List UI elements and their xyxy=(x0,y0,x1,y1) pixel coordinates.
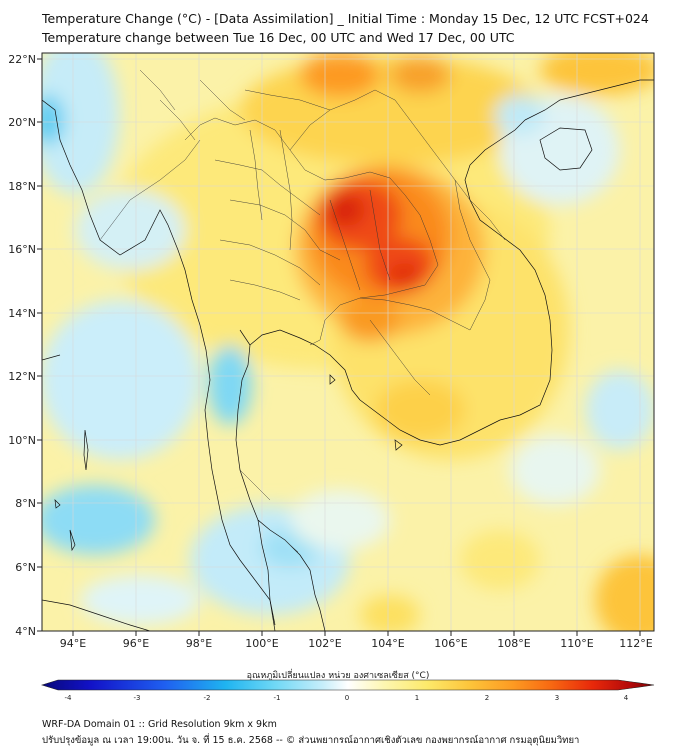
colorbar-ramp xyxy=(40,679,655,691)
lon-tick-label: 108°E xyxy=(497,637,530,650)
footer-update-info: ปรับปรุงข้อมูล ณ เวลา 19:00น. วัน จ. ที่… xyxy=(42,735,580,746)
colorbar-tick-label: 1 xyxy=(415,694,419,702)
temperature-change-map: 94°E 96°E 98°E 100°E 102°E 104°E 106°E 1… xyxy=(8,52,655,650)
lat-tick-label: 6°N xyxy=(15,561,36,574)
lon-tick-label: 98°E xyxy=(186,637,212,650)
colorbar-tick-label: 4 xyxy=(624,694,629,702)
y-ticks xyxy=(37,58,42,632)
colorbar-tick-label: -1 xyxy=(274,694,281,702)
temperature-shading xyxy=(42,53,654,631)
x-ticks xyxy=(72,631,641,636)
lat-tick-label: 12°N xyxy=(8,370,36,383)
colorbar-tick-label: 2 xyxy=(485,694,489,702)
lat-tick-label: 4°N xyxy=(15,625,36,638)
chart-title: Temperature Change (°C) - [Data Assimila… xyxy=(42,11,649,26)
colorbar-tick-label: -4 xyxy=(65,694,73,702)
colorbar-tick-label: -3 xyxy=(134,694,141,702)
map-field xyxy=(42,53,654,631)
lat-tick-label: 18°N xyxy=(8,180,36,193)
footer-model-info: WRF-DA Domain 01 :: Grid Resolution 9km … xyxy=(42,719,277,730)
colorbar-tick-label: 3 xyxy=(555,694,559,702)
lon-tick-label: 100°E xyxy=(245,637,278,650)
lat-tick-label: 20°N xyxy=(8,116,36,129)
lat-tick-label: 14°N xyxy=(8,307,36,320)
lon-tick-label: 112°E xyxy=(619,637,652,650)
lon-tick-label: 96°E xyxy=(123,637,149,650)
colorbar-title: อุณหภูมิเปลี่ยนแปลง หน่วย องศาเซลเซียส (… xyxy=(246,671,430,681)
lon-tick-label: 102°E xyxy=(308,637,341,650)
map-frame xyxy=(41,52,655,632)
colorbar: -4 -3 -2 -1 0 1 2 3 4 xyxy=(40,679,655,702)
lat-tick-label: 16°N xyxy=(8,243,36,256)
lat-tick-label: 10°N xyxy=(8,434,36,447)
colorbar-tick-label: -2 xyxy=(204,694,211,702)
lon-tick-label: 106°E xyxy=(434,637,467,650)
graticule xyxy=(42,53,654,631)
lat-tick-label: 22°N xyxy=(8,53,36,66)
lat-tick-label: 8°N xyxy=(15,497,36,510)
colorbar-tick-label: 0 xyxy=(345,694,349,702)
lon-tick-label: 110°E xyxy=(560,637,593,650)
lon-tick-label: 104°E xyxy=(371,637,404,650)
coastlines xyxy=(42,79,654,631)
lon-tick-label: 94°E xyxy=(60,637,86,650)
chart-subtitle: Temperature change between Tue 16 Dec, 0… xyxy=(42,30,515,45)
province-borders xyxy=(99,69,506,553)
